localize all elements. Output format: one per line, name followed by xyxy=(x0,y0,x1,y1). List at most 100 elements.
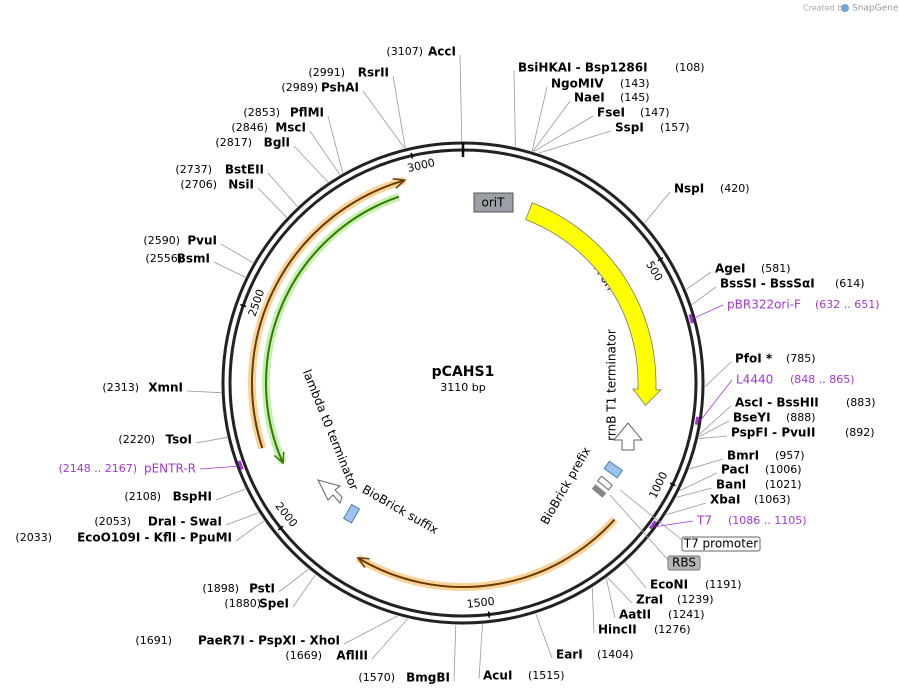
primer-leader xyxy=(699,379,733,422)
site-position: (145) xyxy=(620,91,650,104)
site-name: SpeI xyxy=(259,597,289,611)
site-name: AcuI xyxy=(483,669,512,683)
rbs-box xyxy=(667,555,701,571)
site-name: PaeR7I - PspXI - XhoI xyxy=(198,634,340,648)
feature-head xyxy=(392,178,407,189)
primer-name: pBR322ori-F xyxy=(727,298,801,312)
site-position: (2313) xyxy=(102,381,139,394)
site-name: BglI xyxy=(264,136,290,150)
leader-line xyxy=(704,361,732,388)
t7-promoter-mark xyxy=(597,475,613,491)
leader-line xyxy=(195,437,228,444)
leader-line xyxy=(225,512,259,526)
site-position: (1880) xyxy=(224,597,261,610)
site-position: (157) xyxy=(660,121,690,134)
leader-line xyxy=(591,587,595,634)
primer-position: (848 .. 865) xyxy=(790,373,855,386)
site-position: (1669) xyxy=(285,649,322,662)
primer-leader xyxy=(199,465,238,470)
site-name: PshAI xyxy=(321,81,359,95)
lambda-t0-arrow xyxy=(317,479,343,504)
site-name: PflMI xyxy=(290,106,324,120)
leader-line xyxy=(689,458,724,470)
feature-line xyxy=(357,518,616,588)
ruler-tick xyxy=(487,611,491,618)
site-position: (2817) xyxy=(215,136,252,149)
site-position: (1570) xyxy=(358,671,395,684)
rbs-label: RBS xyxy=(672,556,696,570)
feature-line xyxy=(264,195,400,464)
leader-line xyxy=(619,489,683,541)
site-name: XmnI xyxy=(148,381,183,395)
site-name: NspI xyxy=(674,182,704,196)
ruler-tick xyxy=(657,256,664,262)
ruler-tick xyxy=(277,525,284,531)
primer-mark xyxy=(648,520,657,530)
site-name: BssSI - BssSαI xyxy=(720,277,815,291)
site-position: (1276) xyxy=(654,623,691,636)
leader-line xyxy=(459,54,463,142)
site-name: NaeI xyxy=(574,91,605,105)
site-position: (143) xyxy=(620,77,650,90)
leader-line xyxy=(698,435,728,440)
ruler-tick xyxy=(669,482,676,487)
leader-line xyxy=(644,191,671,224)
plasmid-name: pCAHS1 xyxy=(432,364,495,380)
rrnb-t1-arrow xyxy=(612,422,644,451)
primer-name: L4440 xyxy=(736,373,773,387)
leader-line xyxy=(679,472,718,491)
site-name: AatII xyxy=(619,608,651,622)
leader-line xyxy=(213,261,246,278)
primer-name: pENTR-R xyxy=(144,462,196,476)
site-name: PfoI * xyxy=(735,352,773,366)
site-position: (2991) xyxy=(308,66,345,79)
site-position: (1021) xyxy=(765,478,802,491)
site-position: (1691) xyxy=(135,634,172,647)
site-position: (2737) xyxy=(175,163,212,176)
site-name: AccI xyxy=(428,45,456,59)
site-name: XbaI xyxy=(710,493,740,507)
feature-head xyxy=(273,451,285,465)
brand-logo xyxy=(841,4,849,12)
site-position: (2556) xyxy=(145,252,182,265)
leader-line xyxy=(538,130,612,154)
site-position: (2033) xyxy=(15,531,52,544)
ruler-label: 1500 xyxy=(466,595,495,611)
site-name: EcoO109I - KflI - PpuMI xyxy=(77,531,232,545)
site-name: BmrI xyxy=(727,449,759,463)
site-name: BsmI xyxy=(177,252,210,266)
primer-mark xyxy=(237,460,244,471)
primer-leader xyxy=(655,520,694,528)
leader-line xyxy=(343,615,398,645)
leader-line xyxy=(293,145,329,183)
leader-line xyxy=(267,172,298,207)
site-name: BspHI xyxy=(173,490,212,504)
site-position: (614) xyxy=(835,277,865,290)
biobrick-suffix-box xyxy=(342,503,361,524)
site-position: (108) xyxy=(675,61,705,74)
site-position: (420) xyxy=(720,182,750,195)
site-name: AscI - BssHII xyxy=(735,396,819,410)
primer-position: (2148 .. 2167) xyxy=(58,462,137,475)
leader-line xyxy=(535,613,553,659)
site-name: MscI xyxy=(275,121,306,135)
site-name: NsiI xyxy=(228,178,254,192)
site-position: (1898) xyxy=(202,582,239,595)
t7-promoter-label: T7 promoter xyxy=(683,537,759,551)
t7-promoter-box xyxy=(681,536,761,552)
leader-line xyxy=(605,577,616,619)
site-position: (2108) xyxy=(124,490,161,503)
site-name: NgoMIV xyxy=(551,77,604,91)
leader-line xyxy=(235,520,265,542)
leader-line xyxy=(309,130,341,175)
plasmid-size: 3110 bp xyxy=(440,381,485,394)
site-name: PstI xyxy=(249,582,275,596)
primer-mark xyxy=(694,416,700,425)
site-name: EarI xyxy=(556,648,583,662)
leader-line xyxy=(665,502,707,516)
site-position: (2706) xyxy=(180,178,217,191)
leader-line xyxy=(371,618,409,660)
primer-name: T7 xyxy=(696,514,712,528)
leader-line xyxy=(513,70,516,147)
